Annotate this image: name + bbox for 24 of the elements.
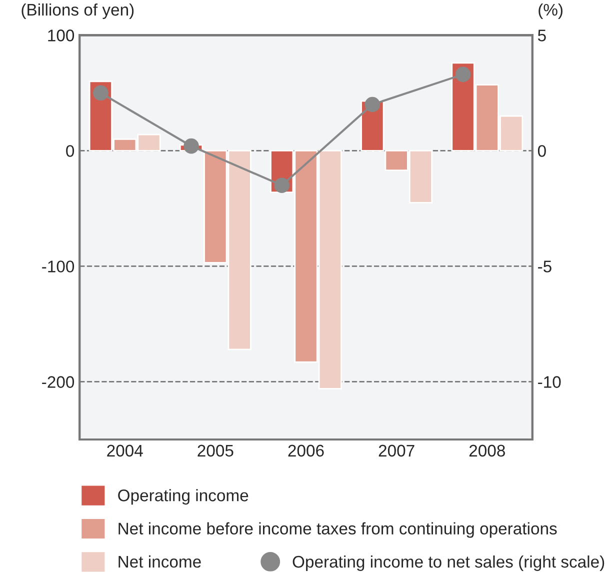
y-tick-label: -200 (42, 376, 74, 388)
y-tick-label: 0 (66, 145, 74, 157)
point (93, 85, 108, 101)
legend-label: Operating income (118, 489, 248, 505)
y2-tick-label: 0 (538, 145, 546, 157)
y-tick-label: 100 (48, 30, 74, 42)
legend-label: Net income before income taxes from continuing operations (118, 522, 557, 538)
point (364, 96, 380, 112)
legend-label: Net income (118, 555, 201, 568)
x-tick-label: 2007 (378, 444, 414, 457)
x-tick-label: 2008 (469, 444, 505, 457)
legend-label: Operating income to net sales (right scale) (292, 555, 604, 571)
y2-tick-label: 5 (538, 30, 546, 42)
point (274, 178, 290, 193)
y2-tick-label: -5 (538, 260, 552, 272)
point (455, 66, 471, 82)
point (184, 138, 199, 154)
x-tick-label: 2004 (107, 444, 143, 457)
y-axis-title: (Billions of yen) (22, 3, 134, 19)
y2-axis-title: (%) (538, 3, 562, 19)
x-tick-label: 2005 (198, 444, 234, 457)
y2-tick-label: -10 (538, 376, 561, 388)
y-tick-label: -100 (42, 260, 74, 272)
x-tick-label: 2006 (288, 444, 324, 457)
